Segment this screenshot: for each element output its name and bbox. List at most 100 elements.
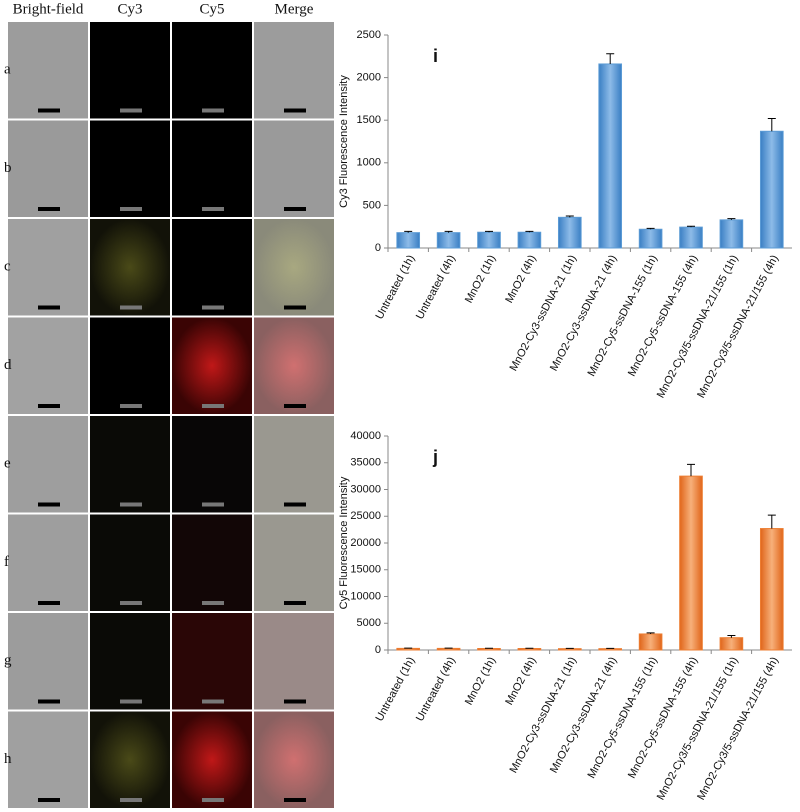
micrograph bbox=[172, 711, 252, 808]
bar bbox=[436, 232, 461, 249]
error-bar bbox=[444, 230, 453, 233]
micrograph bbox=[172, 219, 252, 316]
scale-bar bbox=[202, 502, 224, 507]
row-label: d bbox=[4, 357, 12, 373]
annotation: j bbox=[432, 447, 438, 467]
y-tick-label: 500 bbox=[363, 199, 381, 211]
micrograph bbox=[8, 317, 88, 414]
bar bbox=[719, 219, 744, 249]
scale-bar bbox=[38, 305, 60, 310]
micrograph bbox=[90, 416, 170, 513]
scale-bar bbox=[202, 207, 224, 211]
y-tick-label: 20000 bbox=[350, 537, 381, 549]
error-bar bbox=[525, 230, 534, 233]
error-bar bbox=[485, 230, 493, 233]
micrograph bbox=[90, 317, 170, 414]
scale-bar bbox=[284, 699, 306, 704]
error-bar bbox=[767, 514, 776, 529]
column-header: Bright-field bbox=[13, 1, 84, 17]
micrograph bbox=[90, 22, 170, 119]
x-tick-label: MnO2 (4h) bbox=[503, 253, 538, 305]
scale-bar bbox=[284, 798, 306, 802]
bar bbox=[517, 231, 542, 249]
micrograph bbox=[172, 120, 252, 217]
x-tick-label: MnO2-Cy5-ssDNA-155 (4h) bbox=[626, 655, 700, 780]
micrograph bbox=[172, 22, 252, 119]
y-axis-label: Cy3 Fluorescence Intensity bbox=[338, 75, 350, 208]
bar bbox=[638, 633, 663, 651]
micrograph bbox=[172, 416, 252, 513]
x-tick-label: MnO2 (1h) bbox=[463, 253, 498, 305]
scale-bar bbox=[202, 798, 224, 802]
row-label: b bbox=[4, 160, 12, 176]
scale-bar bbox=[38, 108, 60, 113]
scale-bar bbox=[202, 404, 224, 408]
scale-bar bbox=[284, 108, 306, 113]
x-tick-label: MnO2-Cy3/5-ssDNA-21/155 (1h) bbox=[655, 253, 741, 400]
micrograph bbox=[254, 514, 334, 611]
scale-bar bbox=[120, 305, 142, 310]
y-tick-label: 25000 bbox=[350, 510, 381, 522]
micrograph bbox=[90, 613, 170, 710]
scale-bar bbox=[284, 305, 306, 310]
error-bar bbox=[404, 230, 413, 233]
micrograph bbox=[254, 22, 334, 119]
y-tick-label: 2500 bbox=[357, 29, 381, 41]
scale-bar bbox=[284, 207, 306, 211]
scale-bar bbox=[120, 601, 142, 605]
scale-bar bbox=[202, 108, 224, 113]
x-tick-label: Untreated (1h) bbox=[374, 253, 418, 321]
bar bbox=[719, 637, 744, 651]
y-tick-label: 40000 bbox=[350, 430, 381, 442]
micrograph bbox=[8, 416, 88, 513]
error-bar bbox=[687, 463, 695, 477]
bar bbox=[638, 228, 663, 249]
x-tick-label: Untreated (4h) bbox=[414, 253, 458, 321]
micrograph bbox=[8, 120, 88, 217]
micrograph bbox=[8, 514, 88, 611]
x-tick-label: MnO2 (1h) bbox=[463, 655, 498, 707]
scale-bar bbox=[38, 404, 60, 408]
row-label: f bbox=[4, 554, 9, 570]
micrograph bbox=[254, 613, 334, 710]
micrograph bbox=[172, 514, 252, 611]
scale-bar bbox=[284, 502, 306, 507]
micrograph bbox=[8, 711, 88, 808]
x-tick-label: MnO2 (4h) bbox=[503, 655, 538, 707]
scale-bar bbox=[38, 601, 60, 605]
micrograph bbox=[8, 219, 88, 316]
scale-bar bbox=[120, 404, 142, 408]
x-tick-label: Untreated (4h) bbox=[414, 655, 458, 723]
bar bbox=[598, 63, 623, 249]
y-tick-label: 35000 bbox=[350, 457, 381, 469]
micrograph bbox=[254, 711, 334, 808]
error-bar bbox=[727, 635, 736, 638]
micrograph bbox=[172, 317, 252, 414]
error-bar bbox=[565, 215, 574, 218]
micrograph bbox=[90, 711, 170, 808]
x-tick-label: MnO2-Cy5-ssDNA-155 (1h) bbox=[586, 253, 660, 378]
error-bar bbox=[646, 227, 655, 230]
row-label: h bbox=[4, 751, 12, 767]
y-tick-label: 10000 bbox=[350, 590, 381, 602]
micrograph bbox=[254, 219, 334, 316]
scale-bar bbox=[120, 699, 142, 704]
micrograph bbox=[254, 120, 334, 217]
scale-bar bbox=[284, 601, 306, 605]
column-header: Cy3 bbox=[117, 1, 142, 17]
x-tick-label: MnO2-Cy5-ssDNA-155 (4h) bbox=[626, 253, 700, 378]
bar bbox=[679, 475, 703, 651]
micrograph bbox=[254, 416, 334, 513]
bar bbox=[477, 231, 501, 249]
error-bar bbox=[727, 218, 736, 220]
bar bbox=[557, 216, 582, 249]
error-bar bbox=[606, 53, 615, 64]
scale-bar bbox=[120, 798, 142, 802]
scale-bar bbox=[120, 108, 142, 113]
error-bar bbox=[767, 117, 776, 132]
bar bbox=[759, 130, 784, 249]
bar bbox=[679, 226, 703, 249]
error-bar bbox=[646, 632, 655, 634]
bar bbox=[759, 528, 784, 651]
